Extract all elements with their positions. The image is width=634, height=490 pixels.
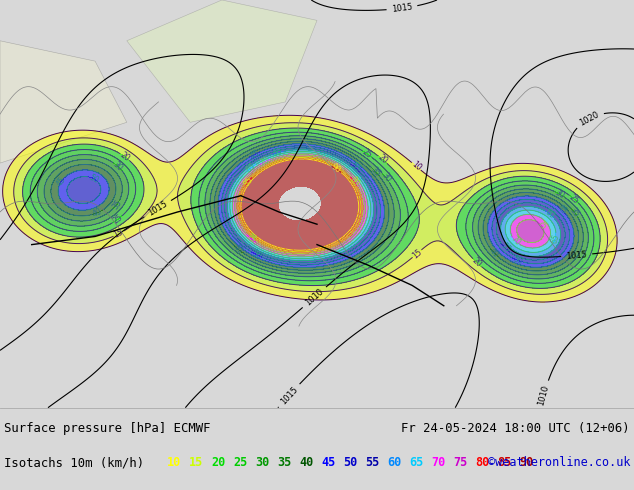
Text: 20: 20	[470, 256, 484, 270]
Text: 45: 45	[555, 203, 569, 217]
Text: 70: 70	[508, 234, 522, 247]
Text: 15: 15	[112, 227, 125, 240]
Text: 35: 35	[277, 456, 291, 469]
Text: 45: 45	[248, 148, 261, 161]
Polygon shape	[0, 41, 127, 163]
Text: 25: 25	[111, 213, 124, 226]
Text: 40: 40	[91, 207, 104, 219]
Text: Surface pressure [hPa] ECMWF: Surface pressure [hPa] ECMWF	[4, 422, 210, 435]
Text: 60: 60	[387, 456, 401, 469]
Text: 50: 50	[343, 456, 357, 469]
Text: ©weatheronline.co.uk: ©weatheronline.co.uk	[488, 456, 630, 469]
Text: 40: 40	[232, 243, 245, 256]
Text: Fr 24-05-2024 18:00 UTC (12+06): Fr 24-05-2024 18:00 UTC (12+06)	[401, 422, 630, 435]
Text: 90: 90	[330, 163, 343, 175]
Text: 50: 50	[511, 254, 524, 266]
Text: 45: 45	[55, 175, 68, 188]
Text: 35: 35	[568, 206, 581, 220]
Text: Isotachs 10m (km/h): Isotachs 10m (km/h)	[4, 456, 144, 469]
Text: 50: 50	[87, 172, 100, 185]
Text: 25: 25	[361, 147, 374, 161]
Text: 1015: 1015	[146, 199, 169, 218]
Text: 30: 30	[553, 188, 566, 200]
Text: 60: 60	[543, 207, 557, 220]
Text: 55: 55	[365, 456, 379, 469]
Text: 20: 20	[211, 456, 225, 469]
Text: 80: 80	[347, 175, 361, 188]
Text: 90: 90	[519, 456, 533, 469]
Text: 45: 45	[321, 456, 335, 469]
Text: 15: 15	[189, 456, 204, 469]
Text: 60: 60	[272, 147, 284, 158]
Text: 35: 35	[110, 198, 124, 211]
Text: 70: 70	[259, 155, 271, 168]
Text: 40: 40	[299, 456, 313, 469]
Text: 20: 20	[376, 153, 389, 166]
Text: 15: 15	[410, 247, 424, 260]
Text: 1010: 1010	[304, 287, 325, 308]
Text: 85: 85	[497, 456, 511, 469]
Text: 85: 85	[242, 175, 255, 188]
Text: 65: 65	[409, 456, 424, 469]
Text: 20: 20	[119, 150, 131, 163]
Text: 25: 25	[567, 193, 581, 206]
Text: 10: 10	[410, 160, 423, 173]
Text: 65: 65	[550, 233, 561, 245]
Text: 30: 30	[379, 171, 392, 184]
Text: 70: 70	[431, 456, 445, 469]
Text: 1015: 1015	[391, 2, 413, 14]
Text: 10: 10	[167, 456, 181, 469]
Text: 1010: 1010	[537, 384, 551, 407]
Text: 1015: 1015	[566, 250, 588, 261]
Text: 75: 75	[453, 456, 467, 469]
Text: 25: 25	[233, 456, 247, 469]
Text: 50: 50	[250, 248, 263, 261]
Text: 75: 75	[534, 219, 548, 232]
Text: 1015: 1015	[278, 385, 299, 406]
Text: 1020: 1020	[578, 110, 600, 127]
Text: 30: 30	[255, 456, 269, 469]
Polygon shape	[127, 0, 317, 122]
Text: 35: 35	[369, 165, 382, 178]
Text: 55: 55	[349, 161, 362, 174]
Text: 80: 80	[475, 456, 489, 469]
Text: 40: 40	[488, 246, 501, 260]
Text: 65: 65	[245, 161, 258, 174]
Text: 30: 30	[111, 160, 124, 173]
Text: 55: 55	[498, 242, 512, 255]
Text: 75: 75	[244, 232, 257, 245]
